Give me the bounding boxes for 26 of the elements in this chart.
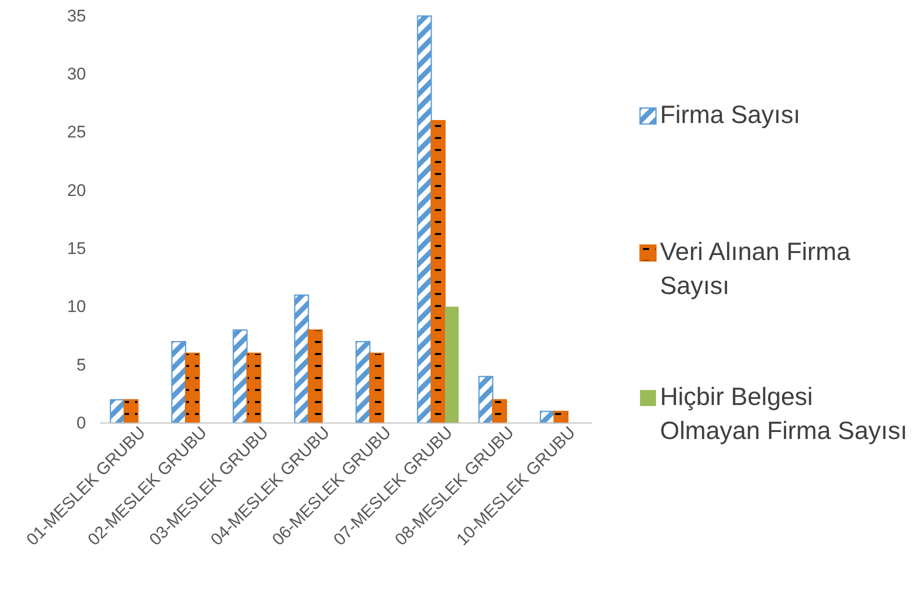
bar — [294, 294, 310, 424]
bar — [356, 341, 370, 424]
y-tick-label: 10 — [67, 297, 86, 316]
y-tick-label: 20 — [67, 180, 86, 200]
y-tick-label: 35 — [67, 6, 86, 26]
bar — [308, 329, 323, 424]
bar — [369, 352, 384, 424]
legend-label: Veri Alınan Firma Sayısı — [660, 238, 850, 300]
y-tick-label: 5 — [76, 355, 86, 374]
bar — [124, 399, 138, 424]
y-tick-label: 25 — [67, 122, 86, 142]
bar — [171, 341, 186, 424]
y-tick-label: 30 — [67, 64, 86, 84]
bar — [554, 410, 568, 424]
y-tick-label: 0 — [76, 413, 86, 432]
legend-label: Hiçbir Belgesi Olmayan Firma Sayısı — [660, 383, 908, 445]
legend-label: Firma Sayısı — [660, 101, 800, 129]
bar — [430, 120, 446, 424]
bar — [246, 352, 262, 424]
y-tick-label: 15 — [67, 239, 86, 258]
bar — [444, 306, 459, 423]
bar — [184, 352, 200, 424]
bar — [492, 399, 508, 424]
bar — [232, 329, 248, 424]
bar — [416, 15, 432, 424]
bar — [478, 376, 494, 424]
